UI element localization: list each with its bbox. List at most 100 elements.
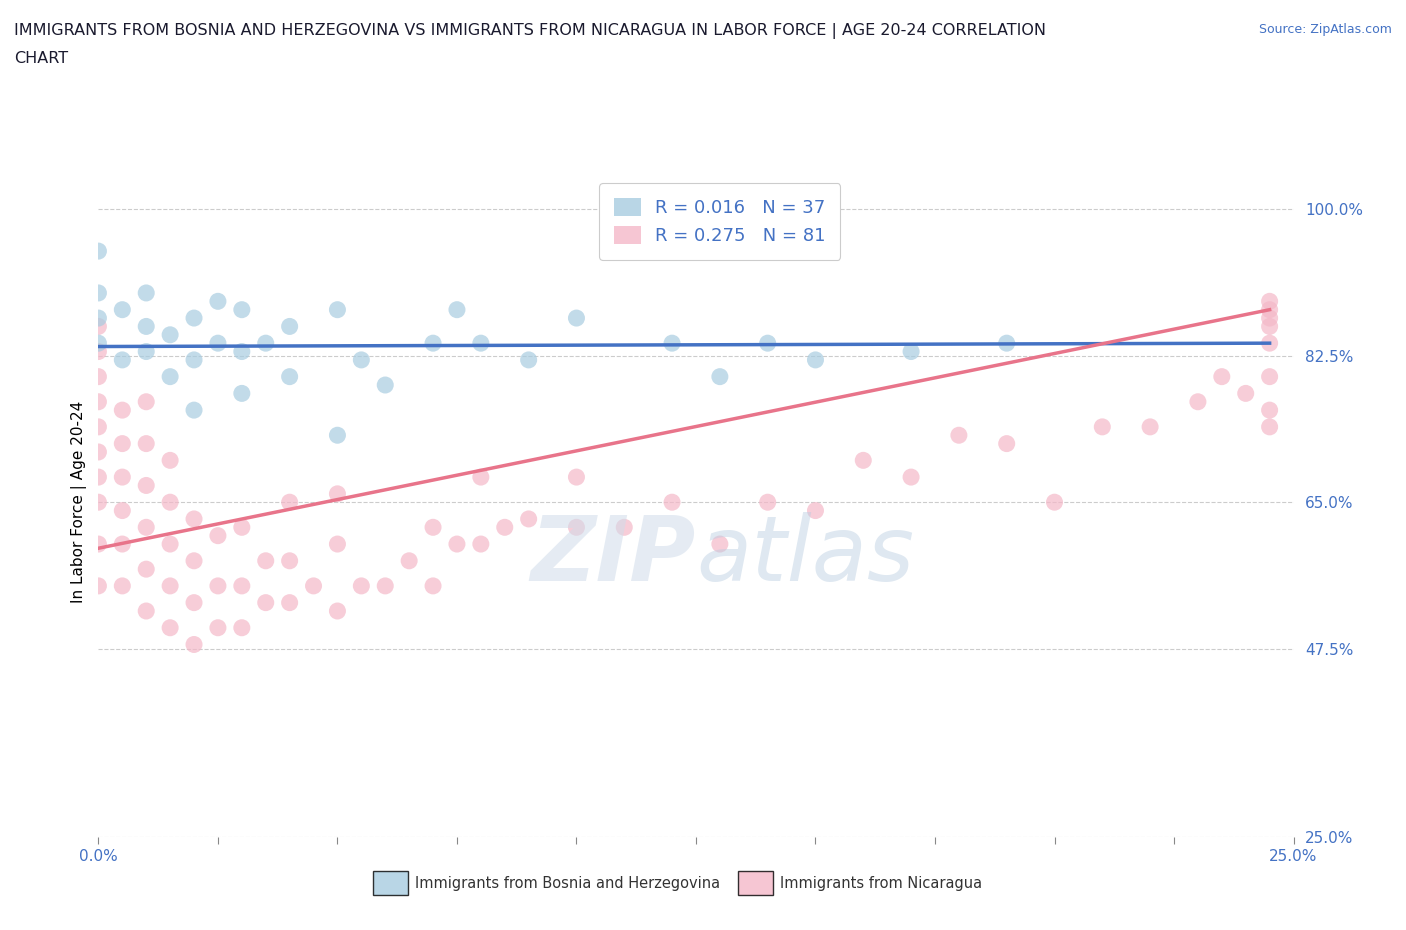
Point	[87, 445, 110, 459]
Point	[350, 578, 373, 593]
Point	[231, 344, 253, 359]
Point	[470, 336, 492, 351]
Point	[326, 486, 349, 501]
Point	[254, 595, 277, 610]
Point	[278, 319, 301, 334]
Point	[1187, 394, 1209, 409]
Point	[159, 620, 181, 635]
Point	[87, 344, 110, 359]
Point	[1258, 302, 1281, 317]
Point	[207, 620, 229, 635]
Point	[87, 470, 110, 485]
Point	[948, 428, 970, 443]
Point	[661, 336, 683, 351]
Point	[1234, 386, 1257, 401]
Point	[709, 537, 731, 551]
Point	[183, 595, 205, 610]
Point	[111, 578, 134, 593]
Point	[278, 553, 301, 568]
Point	[852, 453, 875, 468]
Point	[111, 470, 134, 485]
Point	[183, 553, 205, 568]
Point	[231, 578, 253, 593]
Point	[183, 637, 205, 652]
Point	[111, 503, 134, 518]
Point	[159, 537, 181, 551]
Point	[87, 319, 110, 334]
Point	[278, 369, 301, 384]
Point	[446, 302, 468, 317]
Point	[231, 620, 253, 635]
Point	[398, 553, 420, 568]
Point	[111, 302, 134, 317]
Point	[87, 578, 110, 593]
Point	[1258, 319, 1281, 334]
Point	[1043, 495, 1066, 510]
Point	[231, 520, 253, 535]
Point	[470, 470, 492, 485]
Text: Immigrants from Nicaragua: Immigrants from Nicaragua	[780, 876, 983, 891]
Point	[1258, 311, 1281, 325]
Text: atlas: atlas	[696, 512, 914, 600]
Point	[278, 595, 301, 610]
Point	[494, 520, 516, 535]
Point	[183, 512, 205, 526]
Point	[254, 336, 277, 351]
Y-axis label: In Labor Force | Age 20-24: In Labor Force | Age 20-24	[72, 401, 87, 604]
Point	[756, 336, 779, 351]
Point	[207, 528, 229, 543]
Point	[1258, 294, 1281, 309]
Point	[135, 478, 157, 493]
Point	[517, 512, 540, 526]
Point	[87, 244, 110, 259]
Point	[517, 352, 540, 367]
Point	[254, 553, 277, 568]
Point	[756, 495, 779, 510]
Point	[231, 386, 253, 401]
Point	[422, 578, 444, 593]
Point	[111, 403, 134, 418]
Legend: R = 0.016   N = 37, R = 0.275   N = 81: R = 0.016 N = 37, R = 0.275 N = 81	[599, 183, 841, 259]
Point	[207, 336, 229, 351]
Point	[135, 344, 157, 359]
Point	[183, 403, 205, 418]
Point	[565, 470, 588, 485]
Text: Immigrants from Bosnia and Herzegovina: Immigrants from Bosnia and Herzegovina	[415, 876, 720, 891]
Point	[995, 436, 1018, 451]
Point	[900, 344, 922, 359]
Point	[135, 436, 157, 451]
Point	[565, 520, 588, 535]
Point	[111, 537, 134, 551]
Text: IMMIGRANTS FROM BOSNIA AND HERZEGOVINA VS IMMIGRANTS FROM NICARAGUA IN LABOR FOR: IMMIGRANTS FROM BOSNIA AND HERZEGOVINA V…	[14, 23, 1046, 39]
Point	[87, 394, 110, 409]
Point	[87, 495, 110, 510]
Point	[183, 352, 205, 367]
Point	[159, 327, 181, 342]
Point	[159, 578, 181, 593]
Point	[374, 378, 396, 392]
Point	[326, 302, 349, 317]
Point	[422, 336, 444, 351]
Point	[207, 578, 229, 593]
Point	[350, 352, 373, 367]
Point	[159, 369, 181, 384]
Point	[374, 578, 396, 593]
Point	[326, 604, 349, 618]
Point	[135, 319, 157, 334]
Text: Source: ZipAtlas.com: Source: ZipAtlas.com	[1258, 23, 1392, 36]
Point	[1258, 336, 1281, 351]
Point	[231, 302, 253, 317]
Point	[135, 286, 157, 300]
Point	[804, 503, 827, 518]
Point	[446, 537, 468, 551]
Point	[709, 369, 731, 384]
Point	[135, 562, 157, 577]
Point	[661, 495, 683, 510]
Point	[135, 520, 157, 535]
Point	[278, 495, 301, 510]
Point	[1258, 369, 1281, 384]
Point	[1139, 419, 1161, 434]
Point	[87, 369, 110, 384]
Point	[87, 311, 110, 325]
Point	[159, 495, 181, 510]
